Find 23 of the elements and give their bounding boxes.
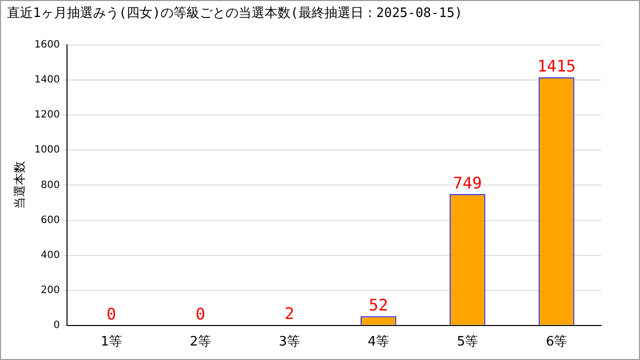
y-tick-label: 400: [40, 250, 60, 261]
y-axis-title: 当選本数: [12, 161, 26, 210]
y-tick-label: 200: [40, 284, 60, 296]
chart-title: 直近1ヶ月抽選みう(四女)の等級ごとの当選本数(最終抽選日：2025-08-15): [7, 5, 462, 22]
x-tick-label: 2等: [190, 334, 212, 350]
x-tick-label: 6等: [546, 334, 568, 350]
x-tick-label: 3等: [278, 334, 300, 350]
data-label: 2: [284, 304, 294, 324]
y-tick-label: 1000: [34, 144, 60, 156]
data-label: 1415: [537, 56, 576, 76]
x-tick-label: 1等: [100, 334, 122, 350]
y-tick-label: 1200: [34, 110, 60, 121]
data-label: 0: [106, 304, 116, 324]
y-tick-label: 1600: [34, 40, 60, 51]
x-tick-label: 5等: [456, 334, 478, 350]
y-tick-label: 600: [40, 214, 60, 226]
y-tick-label: 1400: [34, 74, 60, 86]
y-tick-label: 0: [53, 320, 60, 331]
data-label: 749: [453, 173, 482, 192]
y-tick-label: 800: [40, 180, 60, 191]
data-label: 52: [368, 295, 388, 314]
data-label: 0: [196, 304, 206, 324]
x-tick-label: 4等: [368, 334, 390, 350]
